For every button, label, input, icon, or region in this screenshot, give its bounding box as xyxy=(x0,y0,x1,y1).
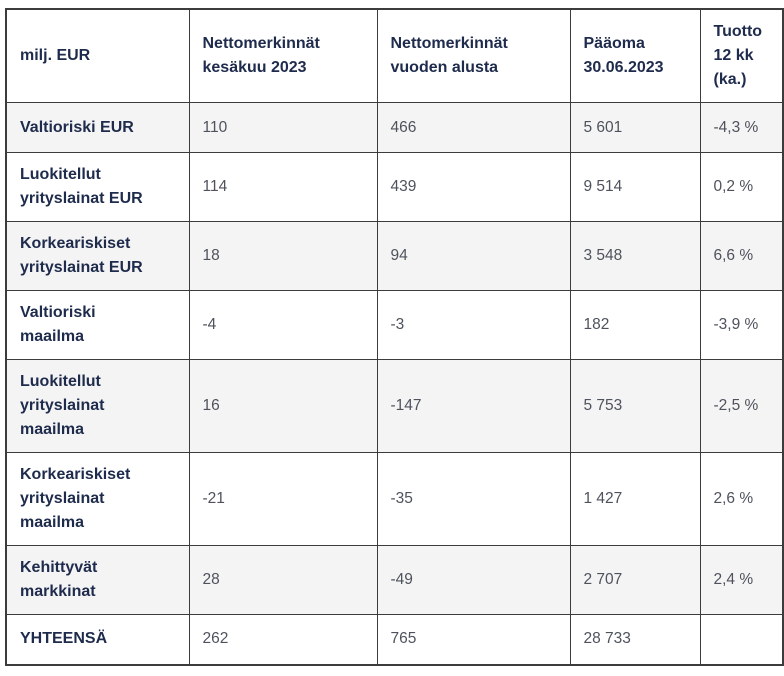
cell-return-12m: 6,6 % xyxy=(699,221,784,291)
row-label: Valtioriski EUR xyxy=(5,102,190,153)
cell-capital: 1 427 xyxy=(569,452,701,546)
table-row: Luokitellut yrityslainat maailma 16 -147… xyxy=(5,359,784,453)
row-label-total: YHTEENSÄ xyxy=(5,614,190,665)
row-label: Kehittyvät markkinat xyxy=(5,545,190,615)
row-label: Valtioriski maailma xyxy=(5,290,190,360)
table-row: Valtioriski maailma -4 -3 182 -3,9 % xyxy=(5,290,784,360)
cell-return-12m: -2,5 % xyxy=(699,359,784,453)
table-row: Kehittyvät markkinat 28 -49 2 707 2,4 % xyxy=(5,545,784,615)
cell-return-12m: 2,4 % xyxy=(699,545,784,615)
cell-net-ytd: -35 xyxy=(376,452,571,546)
cell-net-june: 18 xyxy=(188,221,378,291)
table-body: Valtioriski EUR 110 466 5 601 -4,3 % Luo… xyxy=(5,102,784,665)
cell-net-ytd: -147 xyxy=(376,359,571,453)
cell-net-ytd: -3 xyxy=(376,290,571,360)
cell-capital: 3 548 xyxy=(569,221,701,291)
cell-net-june: 16 xyxy=(188,359,378,453)
table-header: milj. EUR Nettomerkinnät kesäkuu 2023 Ne… xyxy=(5,8,784,103)
cell-capital: 5 601 xyxy=(569,102,701,153)
row-label: Korkeariskiset yrityslainat EUR xyxy=(5,221,190,291)
cell-capital: 2 707 xyxy=(569,545,701,615)
cell-net-june: -4 xyxy=(188,290,378,360)
cell-net-ytd: 94 xyxy=(376,221,571,291)
cell-net-june: 110 xyxy=(188,102,378,153)
table-row: Luokitellut yrityslainat EUR 114 439 9 5… xyxy=(5,152,784,222)
col-header-capital: Pääoma 30.06.2023 xyxy=(569,8,701,103)
row-label: Korkeariskiset yrityslainat maailma xyxy=(5,452,190,546)
table-row: Korkeariskiset yrityslainat EUR 18 94 3 … xyxy=(5,221,784,291)
cell-net-june: -21 xyxy=(188,452,378,546)
col-header-unit: milj. EUR xyxy=(5,8,190,103)
cell-net-june: 28 xyxy=(188,545,378,615)
col-header-net-june: Nettomerkinnät kesäkuu 2023 xyxy=(188,8,378,103)
cell-return-12m: -4,3 % xyxy=(699,102,784,153)
cell-capital: 9 514 xyxy=(569,152,701,222)
cell-net-ytd: 466 xyxy=(376,102,571,153)
cell-return-12m: 2,6 % xyxy=(699,452,784,546)
cell-net-june: 114 xyxy=(188,152,378,222)
table-row: Korkeariskiset yrityslainat maailma -21 … xyxy=(5,452,784,546)
cell-net-ytd: -49 xyxy=(376,545,571,615)
col-header-net-ytd: Nettomerkinnät vuoden alusta xyxy=(376,8,571,103)
table-row-total: YHTEENSÄ 262 765 28 733 xyxy=(5,614,784,665)
fund-flows-table: milj. EUR Nettomerkinnät kesäkuu 2023 Ne… xyxy=(5,8,784,666)
cell-capital: 5 753 xyxy=(569,359,701,453)
col-header-return-12m: Tuotto 12 kk (ka.) xyxy=(699,8,784,103)
cell-capital: 182 xyxy=(569,290,701,360)
cell-net-june: 262 xyxy=(188,614,378,665)
header-row: milj. EUR Nettomerkinnät kesäkuu 2023 Ne… xyxy=(5,8,784,103)
cell-net-ytd: 765 xyxy=(376,614,571,665)
row-label: Luokitellut yrityslainat maailma xyxy=(5,359,190,453)
cell-net-ytd: 439 xyxy=(376,152,571,222)
cell-return-12m: 0,2 % xyxy=(699,152,784,222)
cell-return-12m: -3,9 % xyxy=(699,290,784,360)
cell-capital: 28 733 xyxy=(569,614,701,665)
cell-return-12m xyxy=(699,614,784,665)
row-label: Luokitellut yrityslainat EUR xyxy=(5,152,190,222)
table-row: Valtioriski EUR 110 466 5 601 -4,3 % xyxy=(5,102,784,153)
